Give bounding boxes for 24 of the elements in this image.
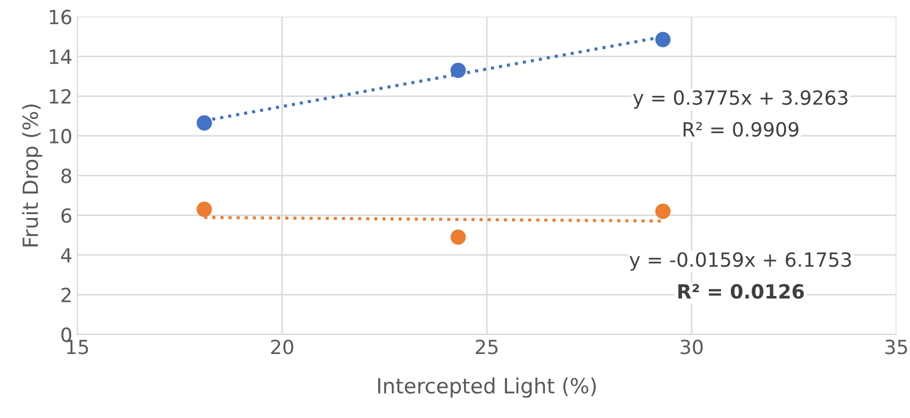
- x-axis-title: Intercepted Light (%): [378, 378, 596, 398]
- y-tick-label: 16: [50, 10, 72, 24]
- y-tick-label: 2: [62, 288, 71, 302]
- x-tick-label: 30: [680, 340, 703, 354]
- point: [655, 204, 671, 219]
- point: [196, 202, 212, 217]
- annotation: y = -0.0159x + 6.1753: [630, 252, 851, 271]
- point: [450, 229, 466, 245]
- y-tick-label: 10: [50, 128, 72, 144]
- y-tick-label: 4: [61, 248, 72, 262]
- x-tick-label: 20: [271, 340, 294, 354]
- point: [196, 115, 212, 131]
- y-axis-title: Fruit Drop (%): [22, 104, 42, 246]
- annotation: y = 0.3775x + 3.9263: [633, 90, 848, 109]
- annotation: R² = 0.0126: [678, 284, 804, 299]
- point: [655, 32, 671, 48]
- y-tick-label: 8: [61, 168, 72, 184]
- x-tick-label: 35: [885, 340, 908, 354]
- x-tick-label: 25: [476, 340, 498, 354]
- y-tick-label: 14: [50, 50, 72, 64]
- point: [450, 62, 466, 78]
- annotation: R² = 0.9909: [684, 122, 798, 137]
- y-tick-label: 6: [61, 208, 72, 223]
- y-tick-label: 12: [50, 89, 71, 104]
